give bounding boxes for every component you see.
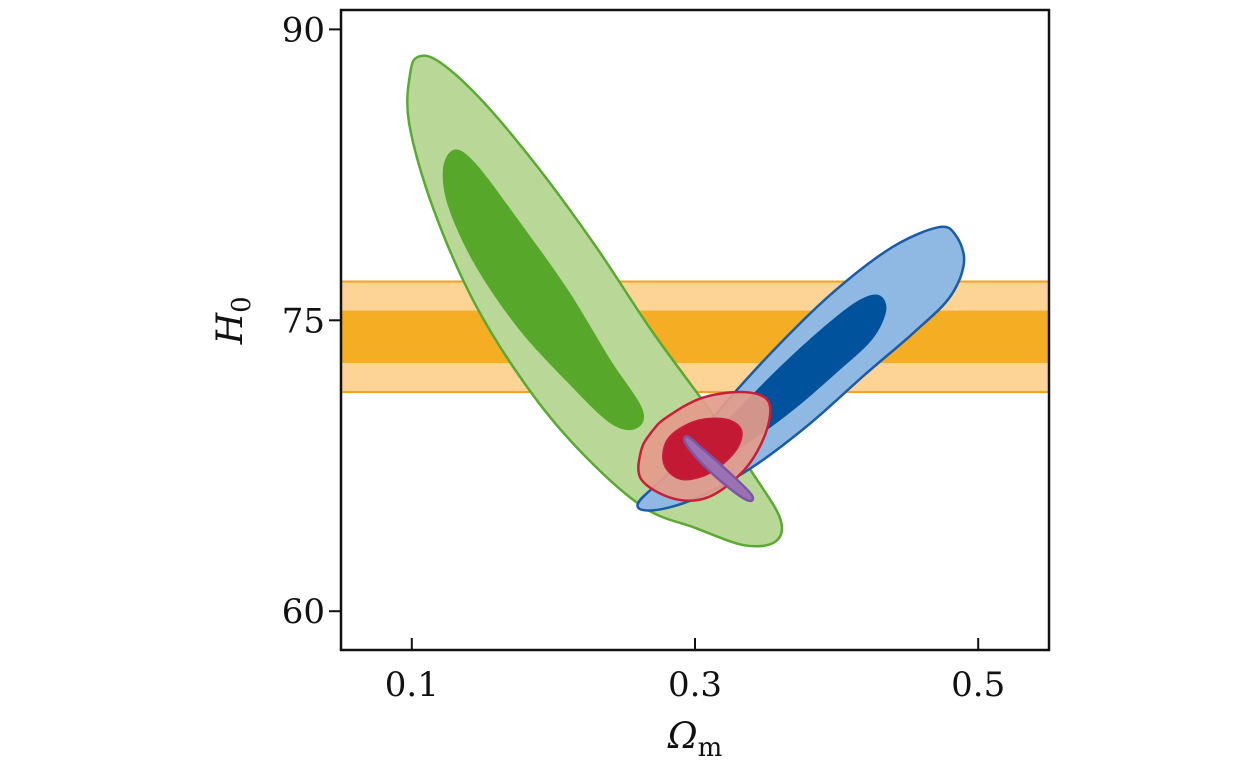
y-tick-label: 60 (282, 592, 325, 632)
x-tick-label: 0.1 (385, 665, 439, 705)
h0-band-inner (341, 310, 1049, 363)
y-tick-label: 75 (282, 301, 325, 341)
y-axis-label-main: H (210, 312, 251, 345)
purple-contour-outer (682, 435, 755, 503)
green-contour-inner (442, 149, 645, 431)
ticks-layer: 0.1 0.3 0.5 60 75 90 (282, 10, 1006, 705)
x-tick-label: 0.3 (668, 665, 722, 705)
contours-layer (406, 54, 966, 548)
x-axis-label: Ωm (667, 716, 723, 763)
y-tick-label: 90 (282, 10, 325, 50)
x-axis-label-main: Ω (667, 716, 698, 757)
y-axis-label-sub: 0 (227, 296, 257, 313)
x-tick-label: 0.5 (951, 665, 1005, 705)
x-axis-label-sub: m (698, 733, 723, 763)
y-axis-label: H0 (210, 296, 257, 345)
